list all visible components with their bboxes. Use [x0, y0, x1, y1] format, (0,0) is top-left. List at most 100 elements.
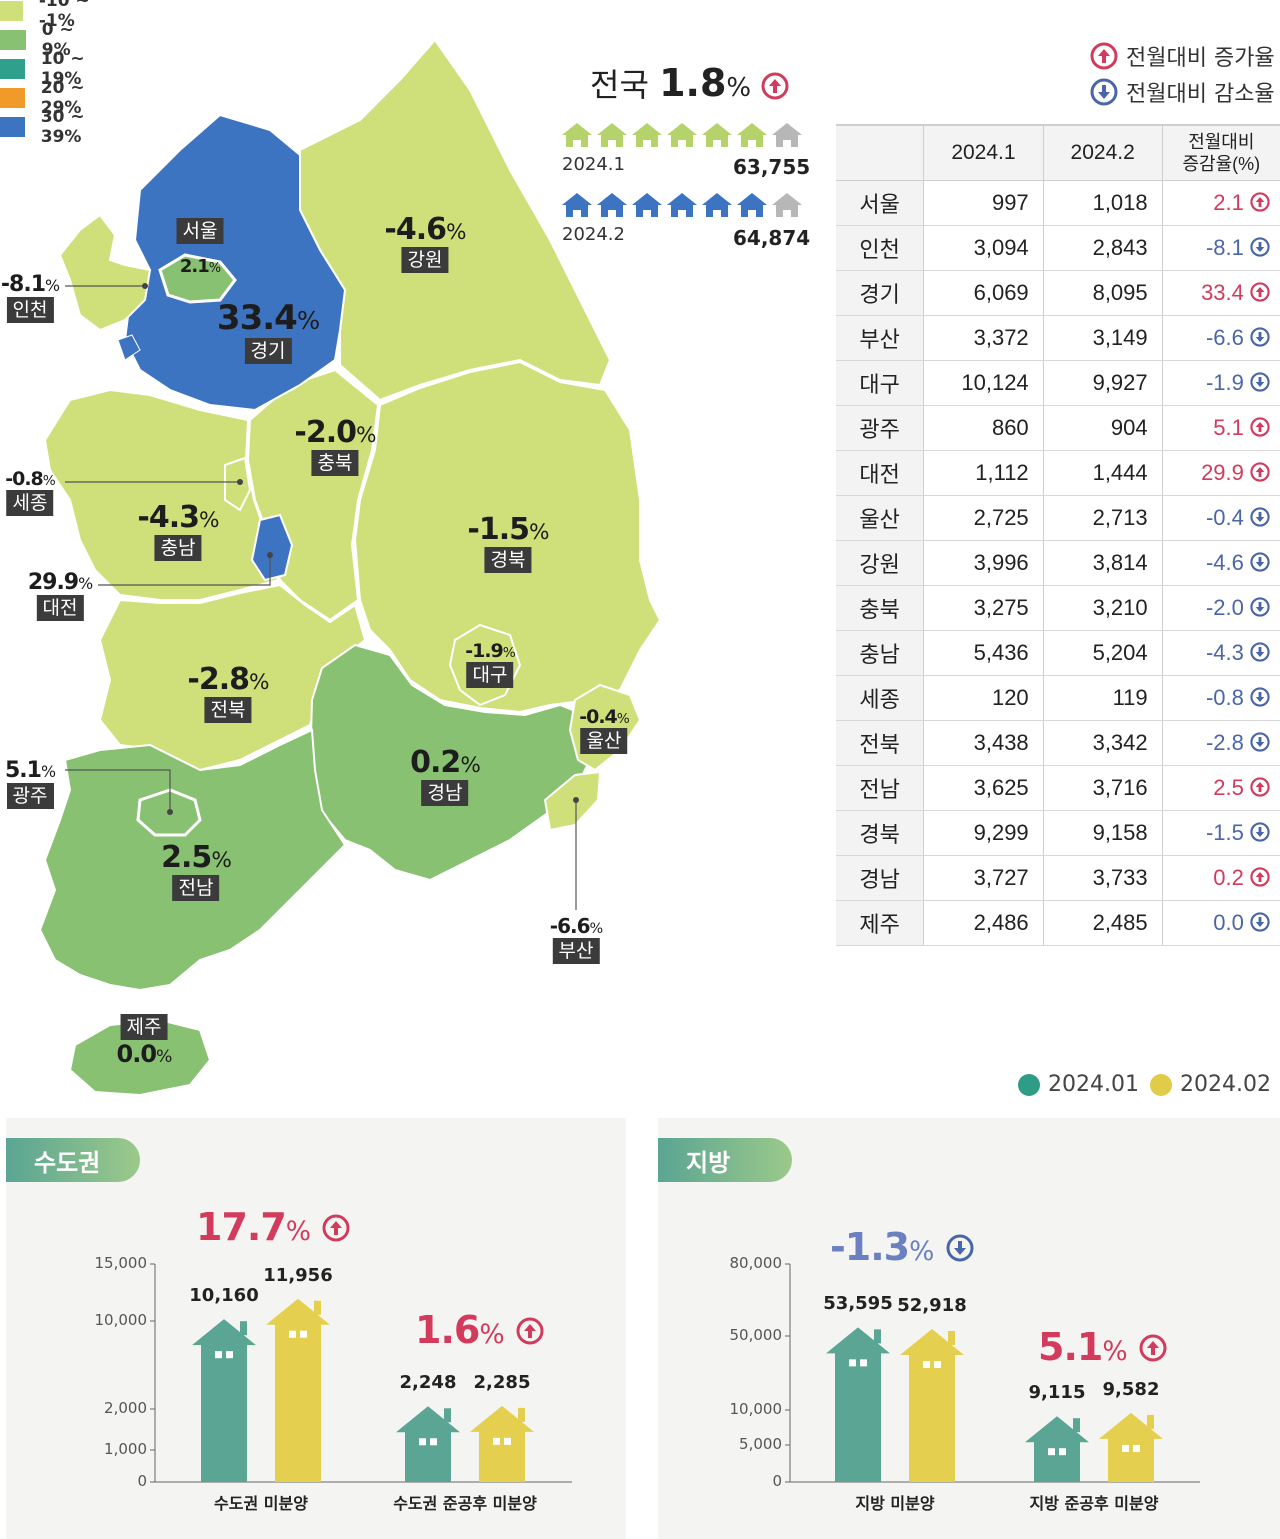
region-rate-unit: % — [296, 306, 320, 335]
legend-swatch — [0, 88, 25, 108]
category-label: 지방 미분양 — [855, 1494, 935, 1513]
table-cell: 3,149 — [1042, 315, 1163, 361]
legend-item: 30 ~ 39% — [0, 107, 97, 147]
tab-capital-label: 수도권 — [34, 1148, 101, 1177]
change-value: -4.3 — [1205, 640, 1250, 665]
down-arrow-icon — [1250, 642, 1270, 662]
legend-item: 0 ~ 9% — [0, 20, 85, 60]
region-rate-unit: % — [40, 762, 56, 781]
table-cell: -4.6 — [1161, 540, 1280, 586]
table-cell: 904 — [1042, 405, 1163, 451]
category-label: 수도권 미분양 — [214, 1494, 308, 1513]
table-cell: 경북 — [836, 810, 924, 856]
y-tick-label: 5,000 — [739, 1435, 782, 1453]
national-rate-unit: % — [726, 73, 752, 103]
down-arrow-icon — [1250, 822, 1270, 842]
table-cell: 33.4 — [1161, 270, 1280, 316]
national-houses-2024-1 — [560, 120, 805, 150]
region-rate-unit: % — [356, 423, 377, 448]
table-cell: 3,094 — [923, 225, 1044, 271]
region-label: -1.5% 경북 — [467, 512, 550, 573]
annotation-value: 1.6 — [415, 1308, 480, 1352]
table-cell: 3,716 — [1042, 765, 1163, 811]
national-title-text: 전국 — [590, 66, 649, 104]
table-cell: 3,727 — [923, 855, 1044, 901]
table-row: 인천 3,094 2,843 -8.1 — [836, 225, 1280, 271]
table-cell: -2.8 — [1161, 720, 1280, 766]
annotation-value: -1.3 — [830, 1225, 910, 1269]
change-value: -1.5 — [1205, 820, 1250, 845]
annotation-value: 5.1 — [1038, 1325, 1103, 1369]
table-row: 울산 2,725 2,713 -0.4 — [836, 495, 1280, 541]
region-label: -0.4% 울산 — [579, 706, 630, 754]
down-arrow-icon — [1250, 552, 1270, 572]
region-name: 경남 — [421, 780, 469, 806]
region-name: 세종 — [6, 490, 54, 516]
annotation-unit: % — [285, 1216, 311, 1247]
region-name: 광주 — [6, 783, 54, 809]
region-rate-value: -1.9 — [465, 640, 504, 662]
region-rate-value: 29.9 — [27, 570, 79, 595]
change-value: 2.5 — [1213, 775, 1250, 800]
up-arrow-icon — [1250, 777, 1270, 797]
region-label: -4.6% 강원 — [384, 212, 467, 273]
region-name: 대구 — [466, 662, 514, 688]
region-rate: -0.8% — [5, 468, 56, 490]
tab-local: 지방 — [658, 1138, 792, 1182]
national-row2-value: 64,874 — [733, 226, 811, 250]
region-rate-unit: % — [502, 645, 516, 661]
national-row1-value: 63,755 — [733, 155, 811, 179]
legend-swatch — [0, 59, 25, 79]
table-cell: -0.4 — [1161, 495, 1280, 541]
table-cell: 3,342 — [1042, 720, 1163, 766]
region-label: 5.1% 광주 — [5, 758, 56, 809]
region-rate-value: 2.1 — [179, 256, 210, 277]
table-cell: 서울 — [836, 180, 924, 226]
table-cell: 전북 — [836, 720, 924, 766]
change-value: -0.8 — [1205, 685, 1250, 710]
table-row: 전북 3,438 3,342 -2.8 — [836, 720, 1280, 766]
bar-value-label: 52,918 — [897, 1294, 967, 1316]
region-label: 제주 0.0% — [117, 1014, 172, 1068]
region-name: 전북 — [204, 697, 252, 723]
region-name: 인천 — [6, 297, 54, 323]
house-icon — [702, 123, 732, 147]
up-arrow-icon — [1250, 867, 1270, 887]
region-rate-value: -6.6 — [549, 914, 591, 938]
region-rate: -0.4% — [579, 706, 630, 728]
house-icon — [702, 193, 732, 217]
national-title: 전국 1.8% — [590, 60, 789, 106]
region-rate-value: -8.1 — [0, 272, 46, 297]
bar-value-label: 11,956 — [263, 1264, 333, 1286]
up-arrow-icon — [1250, 282, 1270, 302]
region-rate-unit: % — [589, 921, 604, 937]
region-rate-value: 0.0 — [116, 1040, 158, 1068]
table-cell: 울산 — [836, 495, 924, 541]
bar-value-label: 10,160 — [189, 1285, 259, 1307]
table-row: 경기 6,069 8,095 33.4 — [836, 270, 1280, 316]
table-cell: 0.2 — [1161, 855, 1280, 901]
table-cell: 9,299 — [923, 810, 1044, 856]
arrow-legend-down-label: 전월대비 감소율 — [1126, 82, 1275, 107]
legend-swatch — [0, 30, 26, 50]
table-row: 대전 1,112 1,444 29.9 — [836, 450, 1280, 496]
annotation-unit: % — [479, 1319, 504, 1350]
arrow-legend-down: 전월대비 감소율 — [1090, 76, 1275, 108]
annotation-value: 17.7 — [196, 1205, 287, 1249]
house-icon — [667, 123, 697, 147]
house-icon — [667, 193, 697, 217]
region-label: 서울 2.1% — [176, 218, 224, 277]
region-name: 대전 — [36, 595, 84, 621]
table-header-cell: 2024.2 — [1042, 124, 1163, 181]
bottom-legend-2402: 2024.02 — [1150, 1072, 1271, 1097]
region-rate-value: 2.5 — [161, 840, 212, 875]
table-cell: 9,927 — [1042, 360, 1163, 406]
region-chungnam — [43, 388, 280, 601]
table-cell: 2,843 — [1042, 225, 1163, 271]
region-name: 울산 — [580, 728, 628, 754]
table-header-cell: 2024.1 — [923, 124, 1044, 181]
up-arrow-icon — [516, 1317, 544, 1345]
table-cell: 8,095 — [1042, 270, 1163, 316]
region-name: 제주 — [120, 1014, 168, 1040]
table-row: 제주 2,486 2,485 0.0 — [836, 900, 1280, 946]
